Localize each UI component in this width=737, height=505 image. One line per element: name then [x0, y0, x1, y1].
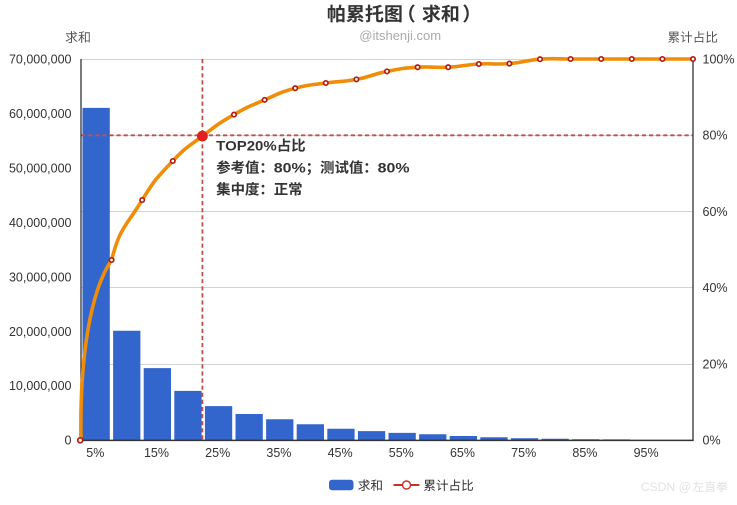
svg-text:95%: 95%	[634, 446, 659, 460]
svg-text:60,000,000: 60,000,000	[9, 107, 72, 121]
svg-text:@itshenji.com: @itshenji.com	[359, 28, 441, 43]
svg-text:20%: 20%	[703, 357, 728, 371]
svg-text:30,000,000: 30,000,000	[9, 270, 72, 284]
svg-text:70,000,000: 70,000,000	[9, 52, 72, 66]
svg-text:20,000,000: 20,000,000	[9, 325, 72, 339]
svg-text:0%: 0%	[703, 434, 721, 448]
svg-text:65%: 65%	[450, 446, 475, 460]
svg-text:5%: 5%	[86, 446, 104, 460]
svg-text:CSDN @: CSDN @	[641, 480, 691, 494]
svg-text:25%: 25%	[205, 446, 230, 460]
svg-text:10,000,000: 10,000,000	[9, 379, 72, 393]
svg-text:0: 0	[65, 434, 72, 448]
svg-text:15%: 15%	[144, 446, 169, 460]
svg-text:35%: 35%	[266, 446, 291, 460]
svg-text:TOP20%: TOP20%	[216, 138, 277, 154]
svg-text:80%: 80%	[274, 160, 307, 176]
svg-text:55%: 55%	[389, 446, 414, 460]
svg-text:80%: 80%	[703, 129, 728, 143]
svg-text:85%: 85%	[572, 446, 597, 460]
svg-text:40,000,000: 40,000,000	[9, 216, 72, 230]
svg-text:75%: 75%	[511, 446, 536, 460]
svg-text:50,000,000: 50,000,000	[9, 161, 72, 175]
svg-text:40%: 40%	[703, 281, 728, 295]
svg-text:100%: 100%	[703, 52, 735, 66]
svg-text:60%: 60%	[703, 205, 728, 219]
svg-text:80%: 80%	[378, 160, 411, 176]
svg-text:45%: 45%	[328, 446, 353, 460]
